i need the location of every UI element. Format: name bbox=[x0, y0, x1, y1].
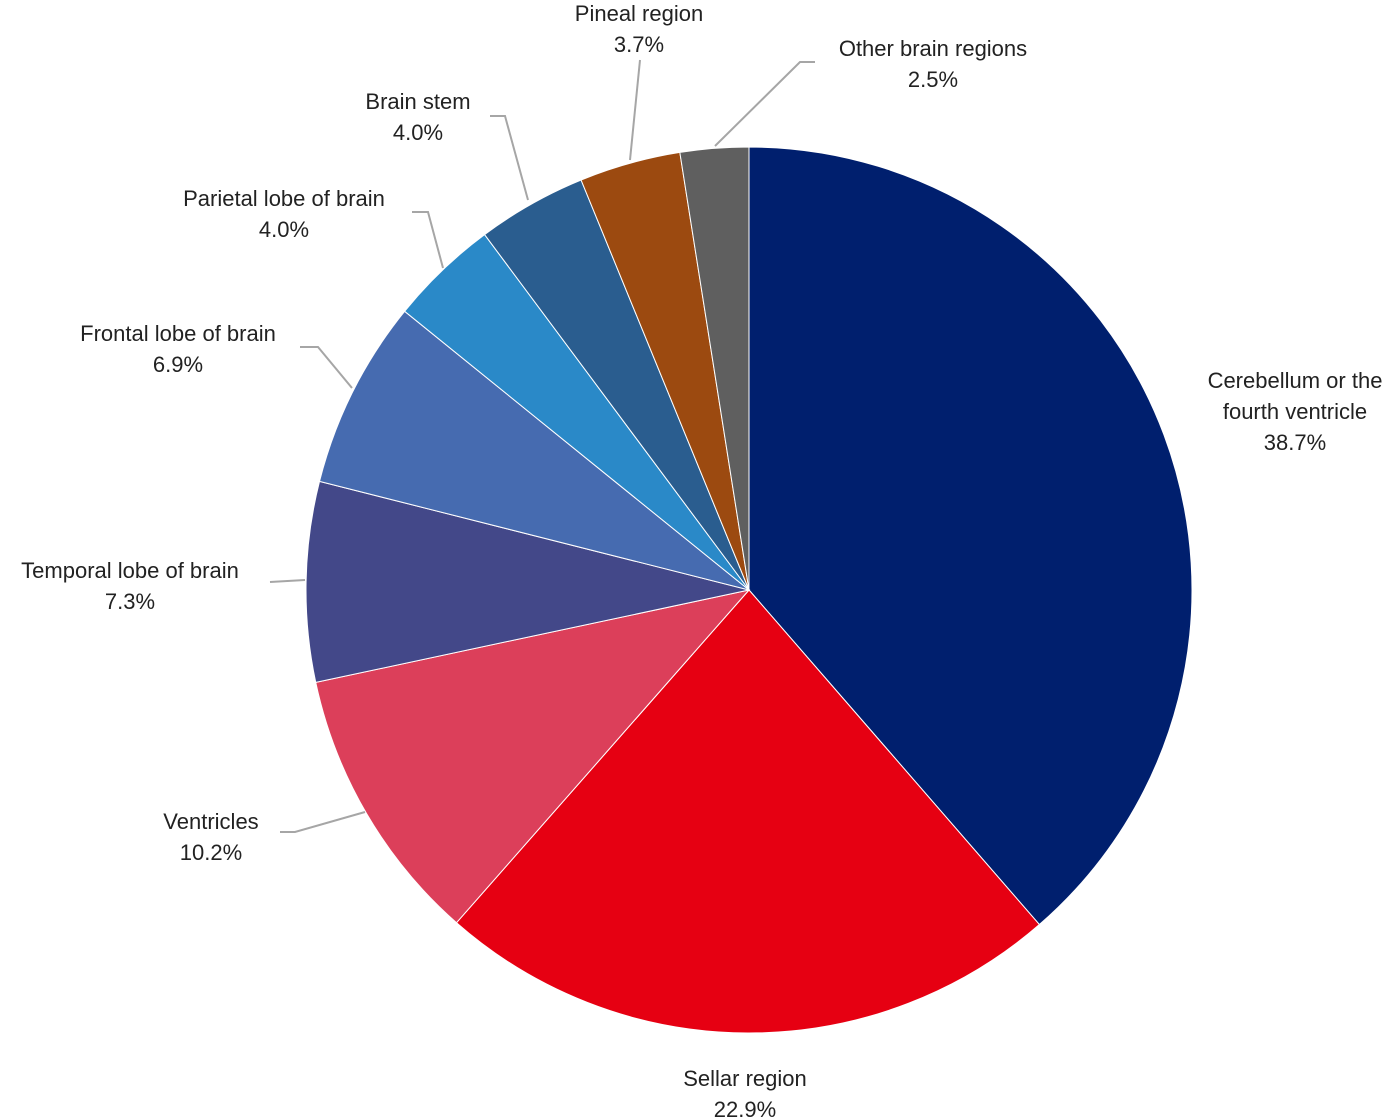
pie-slice bbox=[455, 589, 1041, 1034]
category-label: Other brain regions bbox=[838, 36, 1028, 61]
pie-slice bbox=[305, 480, 750, 683]
value-label: 4.0% bbox=[392, 120, 444, 145]
category-label: Pineal region bbox=[574, 1, 704, 26]
data-label: Temporal lobe of brain 7.3% bbox=[21, 555, 239, 617]
pie-slice bbox=[318, 310, 750, 591]
leader-line bbox=[412, 211, 444, 269]
pie-slice bbox=[748, 146, 1193, 926]
leader-line bbox=[490, 115, 529, 201]
category-label: Sellar region bbox=[683, 1066, 807, 1091]
leader-line bbox=[629, 59, 641, 161]
data-label: Pineal region 3.7% bbox=[575, 0, 703, 60]
value-label: 38.7% bbox=[1263, 430, 1327, 455]
category-label: Cerebellum or the fourth ventricle bbox=[1207, 368, 1383, 424]
data-label: Other brain regions 2.5% bbox=[839, 33, 1027, 95]
value-label: 10.2% bbox=[179, 840, 243, 865]
category-label: Parietal lobe of brain bbox=[183, 186, 385, 211]
leader-line bbox=[300, 346, 353, 389]
data-label: Cerebellum or the fourth ventricle 38.7% bbox=[1188, 365, 1399, 458]
category-label: Frontal lobe of brain bbox=[80, 321, 276, 346]
category-label: Temporal lobe of brain bbox=[21, 558, 239, 583]
leader-line bbox=[269, 579, 306, 583]
category-label: Ventricles bbox=[163, 809, 259, 834]
data-label: Sellar region 22.9% bbox=[683, 1063, 807, 1118]
category-label: Brain stem bbox=[365, 89, 471, 114]
leader-line bbox=[714, 61, 815, 147]
value-label: 6.9% bbox=[152, 352, 204, 377]
value-label: 2.5% bbox=[907, 67, 959, 92]
pie-slice bbox=[315, 589, 751, 924]
data-label: Brain stem 4.0% bbox=[365, 86, 470, 148]
value-label: 7.3% bbox=[104, 589, 156, 614]
value-label: 3.7% bbox=[613, 32, 665, 57]
data-label: Parietal lobe of brain 4.0% bbox=[183, 183, 385, 245]
value-label: 4.0% bbox=[258, 217, 310, 242]
leader-line bbox=[280, 811, 366, 833]
pie-slice bbox=[679, 146, 750, 591]
value-label: 22.9% bbox=[713, 1097, 777, 1118]
data-label: Ventricles 10.2% bbox=[163, 806, 258, 868]
data-label: Frontal lobe of brain 6.9% bbox=[80, 318, 276, 380]
